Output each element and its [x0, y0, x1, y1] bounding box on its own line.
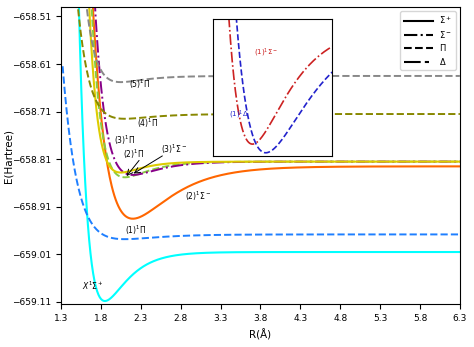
Text: (3)$^1$$\Sigma^-$: (3)$^1$$\Sigma^-$ — [161, 142, 187, 155]
Legend: $\Sigma^+$, $\Sigma^-$, $\Pi$, $\Delta$: $\Sigma^+$, $\Sigma^-$, $\Pi$, $\Delta$ — [400, 11, 456, 70]
Text: (5)$^1$$\Pi$: (5)$^1$$\Pi$ — [129, 77, 150, 91]
Y-axis label: E(Hartree): E(Hartree) — [3, 129, 13, 183]
Text: $X^1$$\Sigma^+$: $X^1$$\Sigma^+$ — [82, 280, 103, 292]
Text: (4)$^1$$\Pi$: (4)$^1$$\Pi$ — [137, 117, 158, 130]
X-axis label: R(Å): R(Å) — [249, 329, 272, 340]
Text: (2)$^1$$\Sigma^-$: (2)$^1$$\Sigma^-$ — [185, 189, 211, 203]
Text: (1)$^1$$\Pi$: (1)$^1$$\Pi$ — [125, 224, 146, 237]
Text: (3)$^1$$\Pi$: (3)$^1$$\Pi$ — [114, 134, 135, 147]
Text: (2)$^1$$\Pi$: (2)$^1$$\Pi$ — [123, 148, 145, 161]
